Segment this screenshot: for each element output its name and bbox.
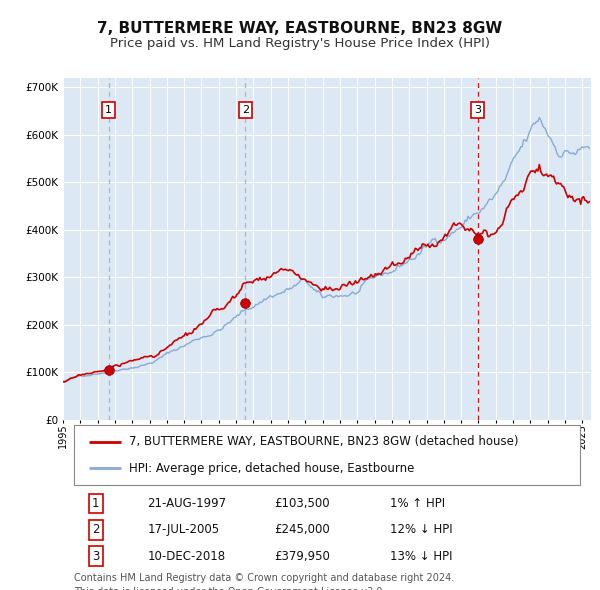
Text: 1: 1 — [105, 106, 112, 115]
Text: 10-DEC-2018: 10-DEC-2018 — [148, 550, 226, 563]
FancyBboxPatch shape — [74, 425, 580, 486]
Text: 21-AUG-1997: 21-AUG-1997 — [148, 497, 227, 510]
Text: 2: 2 — [92, 523, 100, 536]
Text: 3: 3 — [92, 550, 100, 563]
Text: 12% ↓ HPI: 12% ↓ HPI — [391, 523, 453, 536]
Text: £245,000: £245,000 — [274, 523, 330, 536]
Text: Contains HM Land Registry data © Crown copyright and database right 2024.
This d: Contains HM Land Registry data © Crown c… — [74, 573, 454, 590]
Text: £103,500: £103,500 — [274, 497, 330, 510]
Text: 3: 3 — [474, 106, 481, 115]
Text: 1: 1 — [92, 497, 100, 510]
Text: £379,950: £379,950 — [274, 550, 330, 563]
Text: 2: 2 — [242, 106, 249, 115]
Text: Price paid vs. HM Land Registry's House Price Index (HPI): Price paid vs. HM Land Registry's House … — [110, 37, 490, 50]
Text: 17-JUL-2005: 17-JUL-2005 — [148, 523, 220, 536]
Text: 7, BUTTERMERE WAY, EASTBOURNE, BN23 8GW (detached house): 7, BUTTERMERE WAY, EASTBOURNE, BN23 8GW … — [129, 435, 518, 448]
Text: 7, BUTTERMERE WAY, EASTBOURNE, BN23 8GW: 7, BUTTERMERE WAY, EASTBOURNE, BN23 8GW — [97, 21, 503, 35]
Text: 1% ↑ HPI: 1% ↑ HPI — [391, 497, 445, 510]
Text: 13% ↓ HPI: 13% ↓ HPI — [391, 550, 453, 563]
Text: HPI: Average price, detached house, Eastbourne: HPI: Average price, detached house, East… — [129, 462, 415, 475]
